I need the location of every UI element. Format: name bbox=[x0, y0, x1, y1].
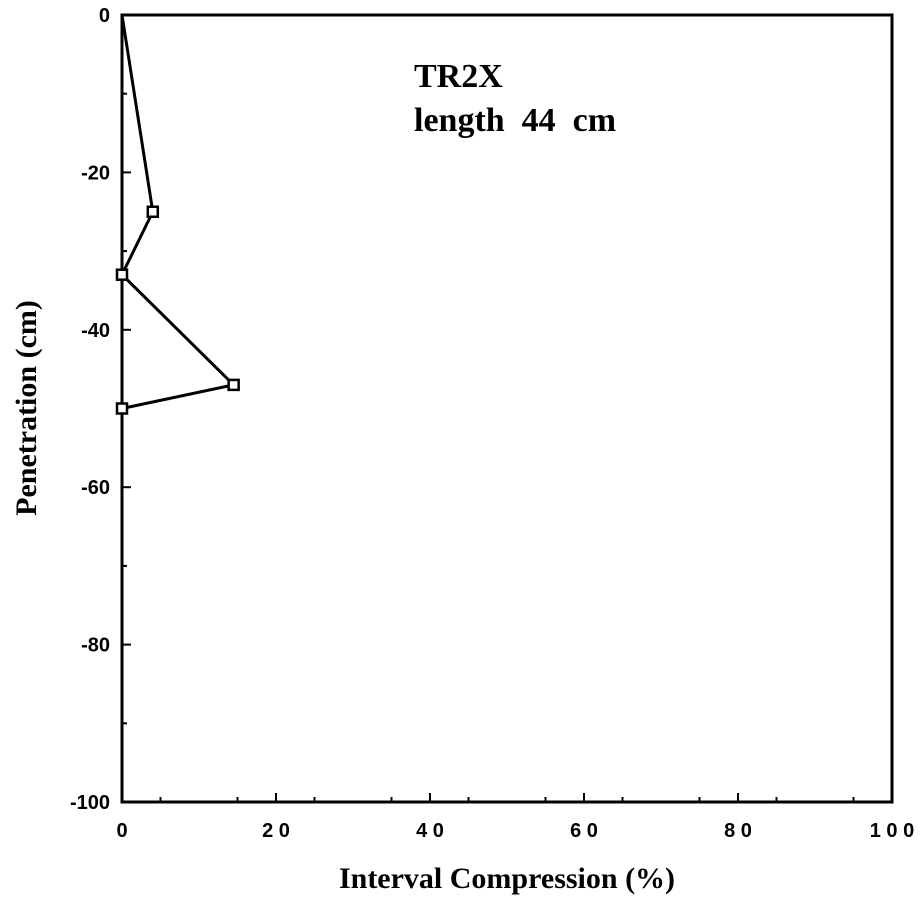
tick-labels: 0 2 0 4 0 6 0 8 0 1 0 0 0 -20 -40 -60 -80 -100 bbox=[70, 5, 914, 842]
x-tick-label: 2 0 bbox=[262, 820, 290, 842]
y-tick-label: -40 bbox=[81, 320, 110, 342]
data-point bbox=[227, 378, 240, 392]
annotation-line-1: TR2X bbox=[414, 58, 503, 95]
data-point bbox=[115, 402, 129, 415]
y-tick-label: -80 bbox=[81, 635, 110, 657]
x-tick-label: 8 0 bbox=[724, 820, 752, 842]
x-tick-label: 4 0 bbox=[416, 820, 444, 842]
y-tick-label: -20 bbox=[81, 162, 110, 184]
x-axis-label: Interval Compression (%) bbox=[339, 862, 675, 895]
y-tick-label: -60 bbox=[81, 477, 110, 499]
y-axis-label: Penetration (cm) bbox=[10, 300, 43, 516]
data-point bbox=[115, 268, 129, 281]
x-tick-label: 0 bbox=[116, 820, 127, 842]
x-tick-label: 1 0 0 bbox=[870, 820, 914, 842]
y-tick-label: 0 bbox=[99, 5, 110, 27]
series bbox=[115, 14, 240, 415]
data-point bbox=[146, 205, 160, 218]
annotation-line-2: length 44 cm bbox=[414, 102, 616, 139]
series-line bbox=[120, 14, 237, 410]
y-tick-label: -100 bbox=[70, 792, 110, 814]
x-tick-label: 6 0 bbox=[570, 820, 598, 842]
